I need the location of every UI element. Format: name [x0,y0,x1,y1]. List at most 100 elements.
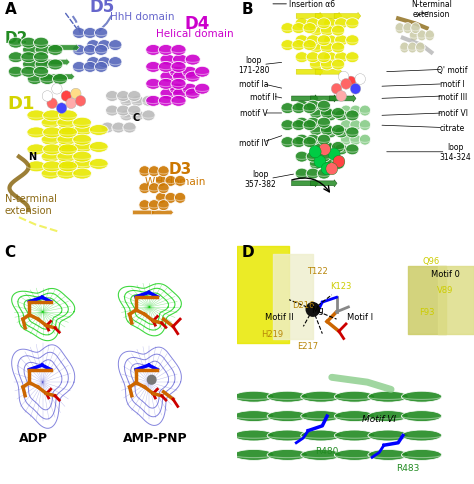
Text: motif II: motif II [250,92,276,101]
Ellipse shape [171,96,186,107]
Text: D4: D4 [184,15,210,33]
Ellipse shape [331,142,345,153]
Ellipse shape [109,58,122,68]
Ellipse shape [139,200,150,211]
Ellipse shape [106,91,119,102]
Ellipse shape [317,152,330,163]
Ellipse shape [320,108,334,119]
Ellipse shape [234,411,274,422]
Circle shape [350,84,361,95]
Ellipse shape [317,53,330,63]
Ellipse shape [112,123,125,134]
Text: motif Ia: motif Ia [239,80,268,89]
Ellipse shape [73,62,86,73]
Ellipse shape [295,135,309,146]
Ellipse shape [57,152,76,163]
Ellipse shape [139,166,150,177]
Ellipse shape [165,176,176,187]
FancyArrow shape [334,14,361,21]
Ellipse shape [331,159,345,170]
Circle shape [321,164,333,176]
Text: C: C [133,113,140,123]
Ellipse shape [306,19,319,30]
Ellipse shape [320,125,334,136]
Ellipse shape [317,169,330,180]
Circle shape [338,72,349,83]
Ellipse shape [106,106,119,117]
Ellipse shape [317,135,330,146]
Ellipse shape [117,91,130,102]
Ellipse shape [146,96,161,107]
Ellipse shape [408,43,417,54]
Circle shape [326,164,337,176]
Ellipse shape [171,45,186,56]
Ellipse shape [43,162,62,172]
Ellipse shape [94,62,108,73]
Ellipse shape [169,67,184,78]
Ellipse shape [310,26,323,37]
Ellipse shape [58,145,77,155]
Text: D2: D2 [5,31,28,46]
Text: loop
357-382: loop 357-382 [245,169,276,189]
Ellipse shape [185,72,201,83]
Ellipse shape [368,430,408,441]
Ellipse shape [301,411,341,422]
FancyArrow shape [296,69,323,76]
Ellipse shape [155,176,167,187]
Text: Motif II: Motif II [265,313,294,321]
Ellipse shape [43,111,62,121]
Ellipse shape [123,123,136,134]
Ellipse shape [320,26,334,37]
Text: N: N [28,152,36,162]
Ellipse shape [158,183,169,194]
Text: D216: D216 [292,301,315,309]
Ellipse shape [310,60,323,71]
Circle shape [309,147,321,159]
Text: Motif VI: Motif VI [362,414,396,423]
Ellipse shape [109,41,122,51]
Ellipse shape [98,58,111,68]
Ellipse shape [87,58,100,68]
Text: AMP-PNP: AMP-PNP [123,432,188,444]
Ellipse shape [417,31,427,42]
Circle shape [71,89,81,100]
Ellipse shape [73,118,91,129]
Ellipse shape [292,41,305,51]
Ellipse shape [146,79,161,90]
Ellipse shape [267,450,308,460]
Ellipse shape [359,106,371,117]
Ellipse shape [35,60,50,71]
Text: Helical domain: Helical domain [155,29,233,39]
Ellipse shape [73,142,92,153]
Ellipse shape [320,43,334,54]
Text: H219: H219 [262,330,283,338]
Ellipse shape [34,53,49,63]
Text: F93: F93 [419,308,434,317]
Ellipse shape [346,145,359,155]
Ellipse shape [303,41,316,51]
Ellipse shape [185,89,201,100]
Ellipse shape [94,29,108,39]
Circle shape [346,77,356,88]
Text: Q96: Q96 [423,257,440,266]
Ellipse shape [368,392,408,402]
Ellipse shape [34,38,49,49]
Ellipse shape [83,29,97,39]
Ellipse shape [310,125,323,136]
Ellipse shape [310,159,323,170]
Ellipse shape [324,53,337,63]
Ellipse shape [40,75,55,85]
Ellipse shape [58,125,77,136]
Ellipse shape [359,135,371,146]
Ellipse shape [142,96,155,107]
Ellipse shape [173,55,188,66]
Ellipse shape [27,128,46,138]
Ellipse shape [128,106,141,117]
Circle shape [319,144,331,156]
Circle shape [336,91,346,102]
Circle shape [66,99,76,109]
Ellipse shape [89,142,108,153]
Ellipse shape [89,125,108,136]
Ellipse shape [160,55,175,66]
Text: N-terminal
extension: N-terminal extension [5,194,56,215]
